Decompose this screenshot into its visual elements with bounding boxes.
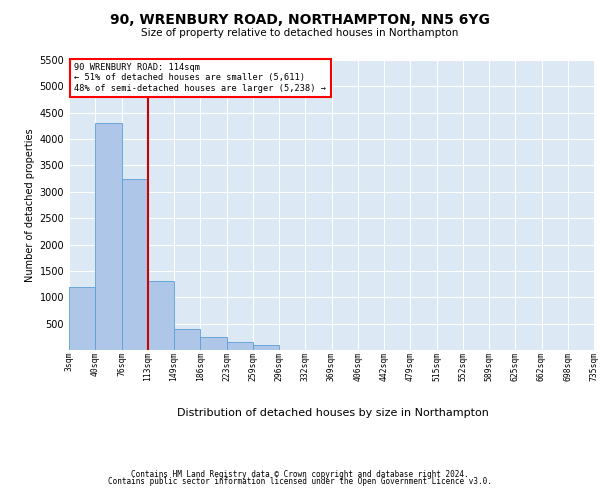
Bar (200, 337, 227, 350)
Bar (148, 282, 174, 350)
Bar (174, 329, 200, 350)
Bar (227, 342, 253, 350)
Text: 90, WRENBURY ROAD, NORTHAMPTON, NN5 6YG: 90, WRENBURY ROAD, NORTHAMPTON, NN5 6YG (110, 12, 490, 26)
Bar (69, 286, 95, 350)
Y-axis label: Number of detached properties: Number of detached properties (25, 128, 35, 282)
Bar (253, 344, 279, 350)
Text: Size of property relative to detached houses in Northampton: Size of property relative to detached ho… (142, 28, 458, 38)
Text: 90 WRENBURY ROAD: 114sqm
← 51% of detached houses are smaller (5,611)
48% of sem: 90 WRENBURY ROAD: 114sqm ← 51% of detach… (74, 63, 326, 92)
Text: Contains HM Land Registry data © Crown copyright and database right 2024.: Contains HM Land Registry data © Crown c… (131, 470, 469, 479)
Text: Contains public sector information licensed under the Open Government Licence v3: Contains public sector information licen… (108, 478, 492, 486)
Bar (121, 178, 148, 350)
Bar (95, 124, 121, 350)
Text: Distribution of detached houses by size in Northampton: Distribution of detached houses by size … (177, 408, 489, 418)
